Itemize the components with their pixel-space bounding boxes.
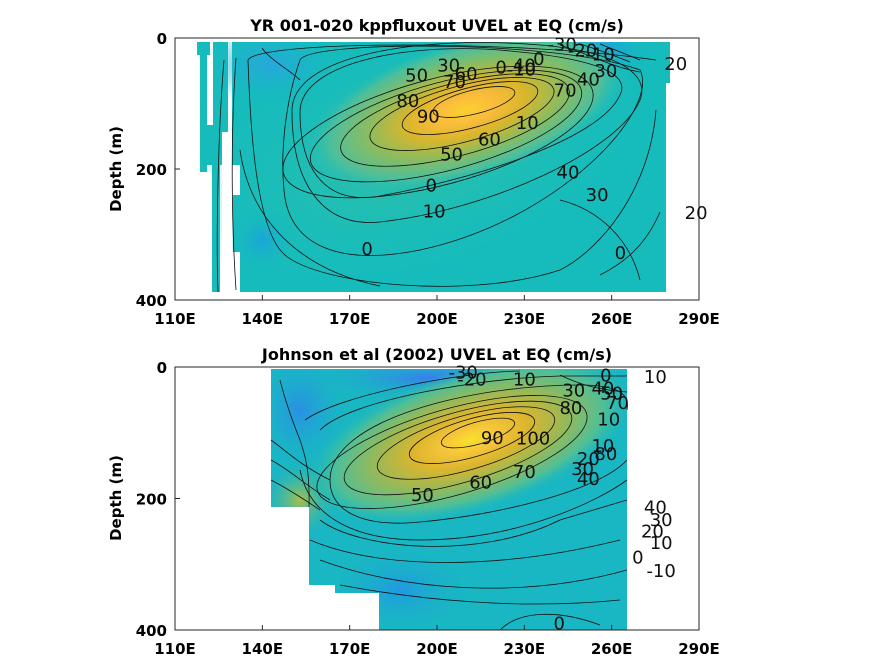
contour-label: 0 <box>361 239 372 260</box>
contour-label: 20 <box>577 449 600 470</box>
panel-1-yticks: 0 200 400 <box>136 30 180 310</box>
contour-label: 40 <box>644 498 667 519</box>
panel-1-ylabel: Depth (m) <box>107 126 125 212</box>
contour-label: 50 <box>411 485 434 506</box>
contour-label: 90 <box>481 428 504 449</box>
contour-label: 30 <box>594 61 617 82</box>
contour-label: 90 <box>417 107 440 128</box>
contour-label: 0 <box>615 243 626 264</box>
y-tick-label: 0 <box>157 30 167 48</box>
contour-label: 10 <box>591 436 614 457</box>
contour-label: 10 <box>597 410 620 431</box>
contour-label: 80 <box>396 91 419 112</box>
contour-label: 30 <box>562 381 585 402</box>
contour-label: -30 <box>448 362 477 383</box>
x-tick-label: 200E <box>416 640 458 656</box>
x-tick-label: 170E <box>329 310 371 328</box>
contour-label: 20 <box>685 203 708 224</box>
contour-label: 60 <box>469 473 492 494</box>
contour-label: 30 <box>586 185 609 206</box>
contour-label: 30 <box>437 56 460 77</box>
contour-label: 70 <box>443 72 466 93</box>
panel-2-yticks: 0 200 400 <box>136 359 180 640</box>
contour-label: 80 <box>594 444 617 465</box>
y-tick-label: 400 <box>136 292 167 310</box>
contour-label: 0 <box>495 57 506 78</box>
y-tick-label: 0 <box>157 359 167 377</box>
contour-label: -10 <box>507 59 536 80</box>
contour-label: 50 <box>405 65 428 86</box>
contour-label: 10 <box>650 533 673 554</box>
x-tick-label: 260E <box>591 310 633 328</box>
contour-label: 60 <box>478 130 501 151</box>
panel-1-xticks: 110E 140E 170E 200E 230E 260E 290E <box>154 295 720 328</box>
contour-label: 50 <box>600 383 623 404</box>
panel-2-xticks: 110E 140E 170E 200E 230E 260E 290E <box>154 625 720 656</box>
contour-label: 40 <box>577 69 600 90</box>
x-tick-label: 140E <box>242 640 284 656</box>
contour-label: 70 <box>513 462 536 483</box>
x-tick-label: 110E <box>154 640 196 656</box>
contour-label: 70 <box>554 80 577 101</box>
y-tick-label: 200 <box>136 491 167 509</box>
x-tick-label: 170E <box>329 640 371 656</box>
contour-label: -10 <box>585 44 614 65</box>
x-tick-label: 290E <box>678 640 720 656</box>
x-tick-label: 200E <box>416 310 458 328</box>
x-tick-label: 290E <box>678 310 720 328</box>
contour-label: -20 <box>457 369 486 390</box>
contour-label: 0 <box>425 175 436 196</box>
x-tick-label: 260E <box>591 640 633 656</box>
contour-label: 10 <box>423 202 446 223</box>
contour-label: 40 <box>513 56 536 77</box>
contour-label: 70 <box>606 393 629 414</box>
y-tick-label: 200 <box>136 161 167 179</box>
panel-2-ylabel: Depth (m) <box>107 455 125 541</box>
contour-label: 0 <box>632 548 643 569</box>
contour-label: 40 <box>577 469 600 490</box>
contour-label: 80 <box>559 398 582 419</box>
contour-label: 50 <box>440 145 463 166</box>
panel-2-contours <box>270 370 628 630</box>
contour-label: 10 <box>513 369 536 390</box>
panel-2-title: Johnson et al (2002) UVEL at EQ (cm/s) <box>261 345 612 364</box>
contour-label: 40 <box>557 162 580 183</box>
contour-label: -20 <box>568 40 597 61</box>
contour-label: 30 <box>571 459 594 480</box>
x-tick-label: 140E <box>242 310 284 328</box>
contour-label: 0 <box>533 49 544 70</box>
contour-label: -30 <box>547 35 576 56</box>
y-tick-label: 400 <box>136 622 167 640</box>
x-tick-label: 230E <box>504 310 546 328</box>
contour-label: -10 <box>646 561 675 582</box>
contour-label: 10 <box>516 113 539 134</box>
x-tick-label: 110E <box>154 310 196 328</box>
contour-label: 60 <box>455 64 478 85</box>
contour-label: 0 <box>600 366 611 387</box>
panel-1-contours <box>216 42 661 293</box>
panel-1-field <box>197 42 670 293</box>
contour-label: 10 <box>644 367 667 388</box>
contour-label: 0 <box>554 613 565 634</box>
contour-label: 30 <box>650 510 673 531</box>
x-tick-label: 230E <box>504 640 546 656</box>
contour-label: 100 <box>516 429 550 450</box>
contour-label: 40 <box>591 379 614 400</box>
panel-2-field <box>175 369 628 630</box>
panel-1-title: YR 001-020 kppfluxout UVEL at EQ (cm/s) <box>249 16 624 35</box>
contour-label: 20 <box>641 521 664 542</box>
contour-label: 20 <box>664 54 687 75</box>
